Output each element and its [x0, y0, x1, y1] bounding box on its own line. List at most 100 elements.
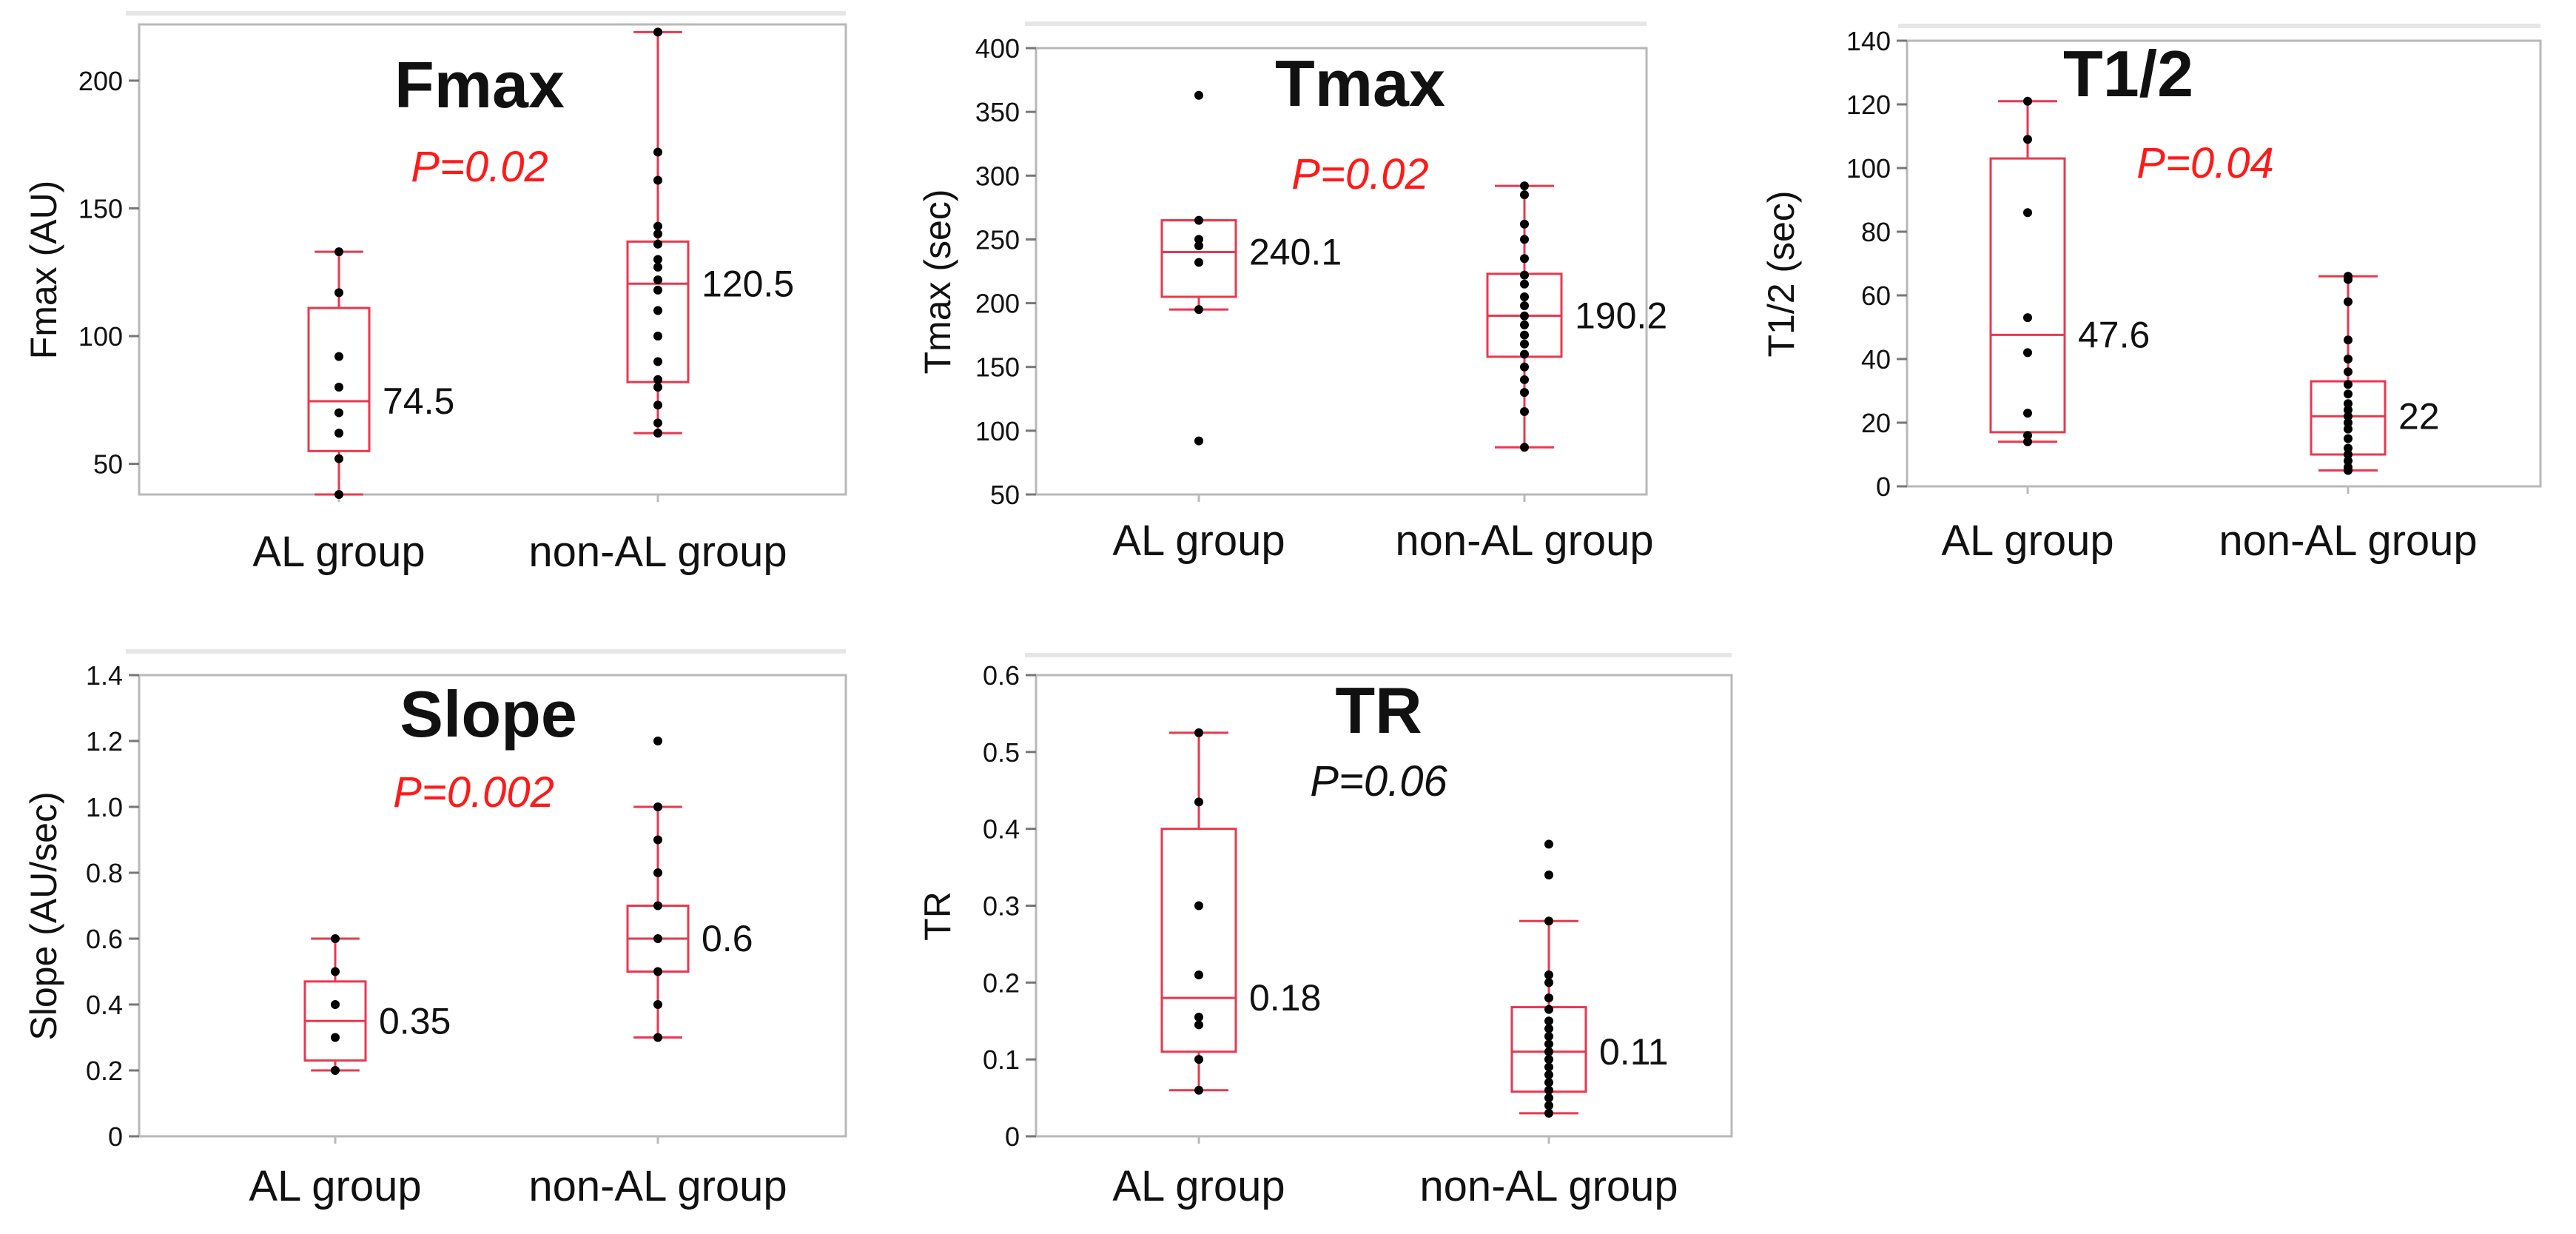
data-point [1544, 1070, 1553, 1079]
y-axis-label: Fmax (AU) [23, 181, 64, 360]
y-tick-label: 0.6 [983, 660, 1020, 691]
y-tick-label: 20 [1861, 408, 1891, 438]
y-tick-label: 250 [975, 224, 1020, 255]
data-point [653, 1033, 662, 1042]
data-point [653, 901, 662, 911]
p-value: P=0.02 [411, 143, 548, 191]
data-point [2344, 297, 2353, 306]
data-point [1194, 215, 1203, 225]
chart-panel-2: 50 100 150 200 250 300 350 400 Tmax (sec) Tmax P=0… [917, 21, 1667, 565]
data-point [653, 229, 662, 238]
data-point [1544, 1024, 1553, 1033]
y-tick-label: 1.0 [86, 792, 123, 822]
y-tick-label: 100 [78, 321, 123, 352]
data-point [1520, 443, 1529, 452]
data-point [2344, 456, 2353, 466]
box-al-group: 0.35 AL group [249, 934, 451, 1210]
y-tick-label: 140 [1846, 26, 1891, 56]
data-point [1544, 1005, 1553, 1014]
data-point [653, 147, 662, 157]
data-point [653, 383, 662, 392]
data-point [653, 1000, 662, 1009]
data-point [331, 1000, 340, 1009]
box-non-al-group: 120.5 non-AL group [528, 27, 794, 576]
data-point [2344, 443, 2353, 453]
category-label: non-AL group [528, 528, 787, 576]
box-al-group: 0.18 AL group [1112, 728, 1321, 1210]
data-point [653, 429, 662, 438]
data-point [334, 247, 343, 257]
data-point [334, 352, 343, 361]
y-tick-label: 0.4 [86, 990, 123, 1020]
data-point [1520, 388, 1529, 398]
plot-area [1035, 47, 1648, 496]
data-point [2344, 418, 2353, 427]
data-point [2344, 405, 2353, 415]
category-label: AL group [1112, 517, 1285, 565]
data-point [1194, 1013, 1203, 1022]
data-point [2344, 424, 2353, 434]
data-point [1520, 181, 1529, 191]
data-point [1544, 978, 1553, 987]
category-label: AL group [252, 528, 425, 576]
p-value: P=0.06 [1310, 757, 1447, 805]
data-point [1520, 311, 1529, 321]
data-point [2344, 275, 2353, 284]
data-point [334, 288, 343, 298]
data-point [1544, 970, 1553, 979]
box-al-group: 240.1 AL group [1112, 90, 1342, 565]
data-point [1194, 1085, 1203, 1095]
box-non-al-group: 22 non-AL group [2219, 272, 2478, 565]
data-point [2344, 389, 2353, 399]
data-point [1520, 190, 1529, 200]
data-point [1194, 970, 1203, 979]
y-tick-label: 1.2 [86, 726, 123, 757]
category-label: AL group [1112, 1162, 1285, 1210]
data-point [1520, 375, 1529, 384]
data-point [1194, 1055, 1203, 1064]
y-tick-label: 0.2 [983, 968, 1020, 998]
y-tick-label: 100 [1846, 153, 1891, 184]
data-point [2023, 437, 2032, 446]
median-label: 0.6 [702, 918, 753, 959]
y-tick-label: 0 [1876, 472, 1891, 502]
y-tick-label: 60 [1861, 281, 1891, 311]
median-label: 74.5 [383, 380, 454, 422]
y-axis-label: Tmax (sec) [917, 190, 958, 375]
data-point [1520, 330, 1529, 340]
data-point [653, 306, 662, 315]
iqr-box [1160, 828, 1237, 1053]
plot-area [1906, 39, 2542, 488]
data-point [653, 239, 662, 249]
data-point [2023, 313, 2032, 323]
data-point [653, 967, 662, 976]
category-label: non-AL group [1395, 517, 1653, 565]
p-value: P=0.04 [2136, 139, 2273, 187]
y-tick-label: 50 [93, 449, 123, 480]
y-tick-label: 0.4 [983, 814, 1020, 845]
y-tick-label: 0.8 [86, 858, 123, 888]
data-point [653, 375, 662, 384]
data-point [2023, 96, 2032, 106]
data-point [1520, 279, 1529, 289]
data-point [1194, 241, 1203, 251]
data-point [1544, 993, 1553, 1003]
data-point [1194, 258, 1203, 267]
chart-panel-5: 0 0.1 0.2 0.3 0.4 0.5 0.6 TR TR P=0.06 0.18 AL grou… [917, 653, 1733, 1210]
box-non-al-group: 0.6 non-AL group [528, 737, 787, 1210]
category-label: AL group [1941, 517, 2113, 565]
data-point [653, 221, 662, 231]
median-label: 240.1 [1249, 231, 1342, 272]
data-point [2344, 399, 2353, 409]
data-point [1520, 235, 1529, 244]
y-tick-label: 150 [975, 352, 1020, 383]
plot-area [138, 674, 847, 1138]
data-point [1520, 292, 1529, 301]
y-axis-label: T1/2 (sec) [1761, 190, 1802, 357]
data-point [1544, 1039, 1553, 1049]
data-point [1520, 301, 1529, 311]
category-label: AL group [249, 1162, 421, 1210]
data-point [1520, 407, 1529, 417]
